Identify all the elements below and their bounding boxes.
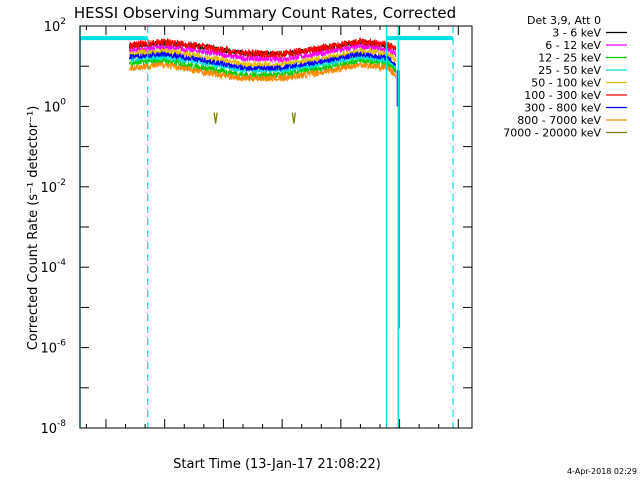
y-tick-exp: -8 — [57, 419, 66, 429]
legend-label-2: 12 - 25 keV — [538, 52, 601, 65]
y-tick-exp: -2 — [57, 178, 66, 188]
y-tick-exp: 0 — [60, 97, 66, 107]
x-axis-label: Start Time (13-Jan-17 21:08:22) — [173, 457, 381, 472]
series-line-6 — [128, 49, 397, 72]
y-tick-exp: 2 — [60, 17, 66, 27]
legend-label-5: 100 - 300 keV — [524, 89, 601, 102]
y-tick-label: 10-4 — [40, 258, 66, 276]
legend-label-3: 25 - 50 keV — [538, 64, 601, 77]
chart-title: HESSI Observing Summary Count Rates, Cor… — [74, 4, 456, 22]
y-tick-base: 10 — [40, 422, 57, 437]
series-7 — [128, 61, 397, 83]
y-tick-label: 10-6 — [40, 339, 66, 357]
legend-label-8: 7000 - 20000 keV — [503, 127, 601, 140]
legend-label-0: 3 - 6 keV — [552, 27, 601, 40]
y-tick-base: 10 — [40, 342, 57, 357]
plot-frame — [79, 25, 473, 429]
y-tick-base: 10 — [40, 181, 57, 196]
y-tick-label: 10-8 — [40, 419, 66, 437]
footer-date: 4-Apr-2018 02:29 — [567, 467, 637, 476]
legend-label-7: 800 - 7000 keV — [517, 114, 601, 127]
spike-mark — [213, 112, 218, 124]
y-axis-label: Corrected Count Rate (s⁻¹ detector⁻¹) — [26, 106, 41, 351]
series-line-5 — [129, 36, 397, 59]
y-tick-label: 100 — [44, 97, 67, 115]
series-layer — [128, 36, 400, 329]
y-tick-base: 10 — [44, 20, 61, 35]
y-tick-label: 10-2 — [40, 178, 66, 196]
y-tick-base: 10 — [40, 261, 57, 276]
series-6 — [128, 49, 397, 72]
legend-label-4: 50 - 100 keV — [531, 77, 601, 90]
legend-label-1: 6 - 12 keV — [545, 39, 601, 52]
y-tick-base: 10 — [44, 100, 61, 115]
legend-label-6: 300 - 800 keV — [524, 102, 601, 115]
y-tick-label: 102 — [44, 17, 66, 35]
y-tick-exp: -4 — [57, 258, 66, 268]
legend-header: Det 3,9, Att 0 — [527, 14, 601, 27]
series-8 — [213, 112, 297, 124]
series-line-7 — [128, 61, 397, 83]
series-5 — [129, 36, 397, 59]
y-tick-exp: -6 — [57, 339, 66, 349]
spike-mark — [291, 112, 297, 124]
